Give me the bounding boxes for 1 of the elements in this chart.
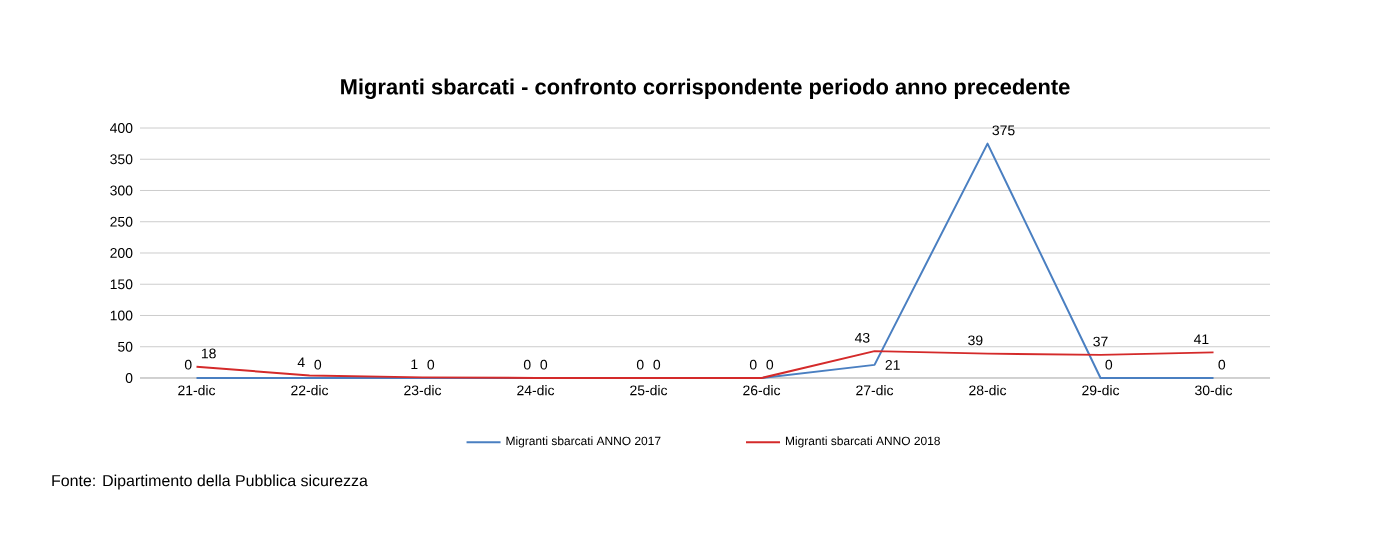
chart-title: Migranti sbarcati - confronto corrispondente periodo anno precedente bbox=[341, 78, 1070, 100]
